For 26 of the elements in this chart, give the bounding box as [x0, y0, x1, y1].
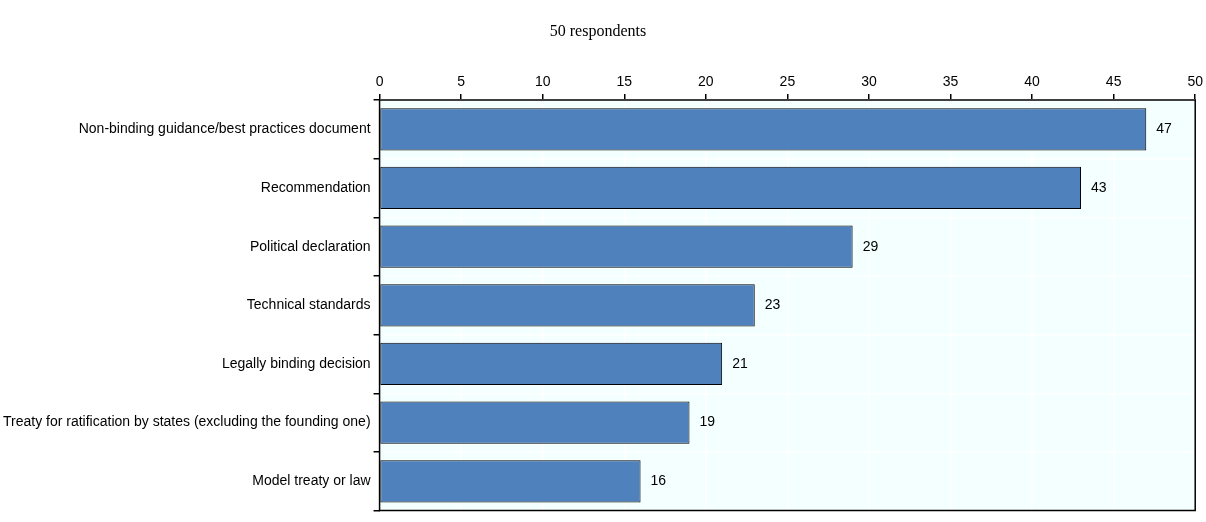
x-tick-label: 50	[1187, 73, 1204, 90]
y-tick-label: Recommendation	[260, 178, 371, 195]
x-tick-label: 0	[375, 73, 384, 90]
x-tick-label: 15	[616, 73, 633, 90]
chart-title: 50 respondents	[549, 21, 647, 40]
y-tick-label: Political declaration	[249, 237, 371, 254]
data-label: 43	[1091, 178, 1107, 195]
y-tick-label: Technical standards	[246, 296, 371, 313]
x-tick-label: 5	[457, 73, 466, 90]
data-label: 23	[764, 296, 781, 313]
x-tick-label: 30	[861, 73, 877, 90]
y-tick-label: Model treaty or law	[252, 472, 372, 489]
y-tick-label: Treaty for ratification by states (excluding the founding one)	[2, 413, 371, 430]
x-tick-label: 45	[1105, 73, 1122, 90]
x-tick-label: 10	[534, 73, 551, 90]
data-label: 21	[732, 354, 748, 371]
data-label: 29	[862, 237, 879, 254]
x-tick-label: 35	[942, 73, 959, 90]
y-tick-label: Legally binding decision	[221, 354, 371, 371]
x-tick-label: 20	[698, 73, 714, 90]
data-label: 19	[699, 413, 716, 430]
data-label: 16	[650, 472, 667, 489]
x-tick-label: 25	[779, 73, 796, 90]
y-tick-label: Non-binding guidance/best practices document	[78, 120, 371, 137]
data-label: 47	[1156, 120, 1173, 137]
x-tick-label: 40	[1024, 73, 1041, 90]
